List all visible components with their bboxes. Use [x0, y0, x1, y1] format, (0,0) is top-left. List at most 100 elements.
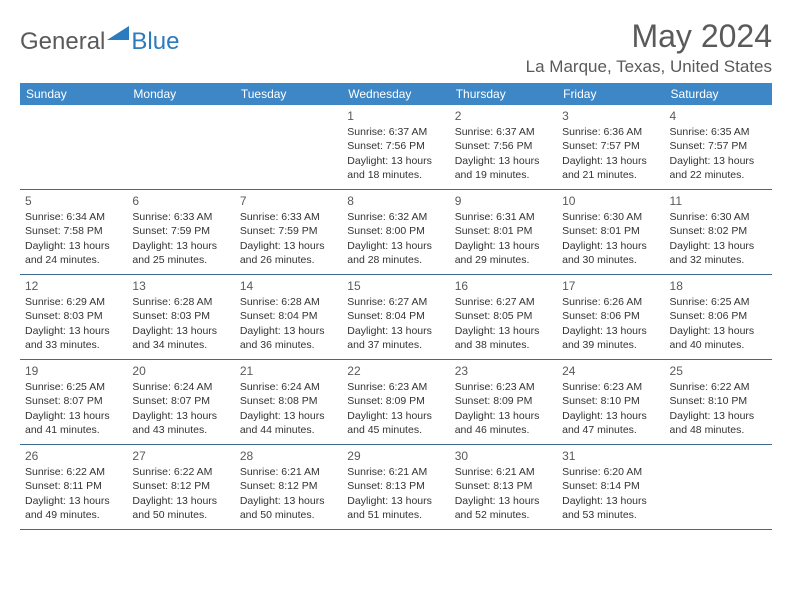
day-number: 26 [25, 448, 122, 464]
day-header: Tuesday [235, 83, 342, 105]
day-header: Wednesday [342, 83, 449, 105]
day-header: Thursday [450, 83, 557, 105]
sunset-line: Sunset: 8:06 PM [670, 309, 767, 323]
day-number: 31 [562, 448, 659, 464]
day-cell [127, 105, 234, 189]
logo: General Blue [20, 28, 179, 56]
daylight-line: Daylight: 13 hours and 26 minutes. [240, 239, 337, 267]
day-cell: 19Sunrise: 6:25 AMSunset: 8:07 PMDayligh… [20, 360, 127, 444]
sunrise-line: Sunrise: 6:33 AM [132, 210, 229, 224]
daylight-line: Daylight: 13 hours and 48 minutes. [670, 409, 767, 437]
day-cell: 12Sunrise: 6:29 AMSunset: 8:03 PMDayligh… [20, 275, 127, 359]
sunrise-line: Sunrise: 6:37 AM [455, 125, 552, 139]
location-text: La Marque, Texas, United States [526, 57, 772, 77]
day-number: 5 [25, 193, 122, 209]
sunrise-line: Sunrise: 6:30 AM [670, 210, 767, 224]
sunset-line: Sunset: 8:03 PM [132, 309, 229, 323]
week-row: 19Sunrise: 6:25 AMSunset: 8:07 PMDayligh… [20, 360, 772, 445]
sunset-line: Sunset: 8:13 PM [455, 479, 552, 493]
daylight-line: Daylight: 13 hours and 51 minutes. [347, 494, 444, 522]
sunrise-line: Sunrise: 6:23 AM [455, 380, 552, 394]
sunset-line: Sunset: 8:12 PM [132, 479, 229, 493]
sunset-line: Sunset: 8:11 PM [25, 479, 122, 493]
sunset-line: Sunset: 8:09 PM [455, 394, 552, 408]
sunset-line: Sunset: 8:05 PM [455, 309, 552, 323]
day-cell: 2Sunrise: 6:37 AMSunset: 7:56 PMDaylight… [450, 105, 557, 189]
day-number: 7 [240, 193, 337, 209]
calendar-page: General Blue May 2024 La Marque, Texas, … [0, 0, 792, 540]
sunrise-line: Sunrise: 6:31 AM [455, 210, 552, 224]
daylight-line: Daylight: 13 hours and 37 minutes. [347, 324, 444, 352]
sunrise-line: Sunrise: 6:28 AM [132, 295, 229, 309]
day-number: 24 [562, 363, 659, 379]
sunrise-line: Sunrise: 6:22 AM [132, 465, 229, 479]
day-number: 20 [132, 363, 229, 379]
daylight-line: Daylight: 13 hours and 39 minutes. [562, 324, 659, 352]
day-header: Friday [557, 83, 664, 105]
day-number: 6 [132, 193, 229, 209]
sunrise-line: Sunrise: 6:27 AM [455, 295, 552, 309]
daylight-line: Daylight: 13 hours and 18 minutes. [347, 154, 444, 182]
day-number: 8 [347, 193, 444, 209]
daylight-line: Daylight: 13 hours and 45 minutes. [347, 409, 444, 437]
day-cell: 16Sunrise: 6:27 AMSunset: 8:05 PMDayligh… [450, 275, 557, 359]
day-cell: 28Sunrise: 6:21 AMSunset: 8:12 PMDayligh… [235, 445, 342, 529]
sunset-line: Sunset: 8:06 PM [562, 309, 659, 323]
daylight-line: Daylight: 13 hours and 38 minutes. [455, 324, 552, 352]
daylight-line: Daylight: 13 hours and 44 minutes. [240, 409, 337, 437]
sunrise-line: Sunrise: 6:21 AM [347, 465, 444, 479]
title-block: May 2024 La Marque, Texas, United States [526, 18, 772, 77]
sunrise-line: Sunrise: 6:25 AM [25, 380, 122, 394]
calendar-table: SundayMondayTuesdayWednesdayThursdayFrid… [20, 83, 772, 530]
sunset-line: Sunset: 7:56 PM [455, 139, 552, 153]
day-cell: 17Sunrise: 6:26 AMSunset: 8:06 PMDayligh… [557, 275, 664, 359]
day-header: Saturday [665, 83, 772, 105]
weeks-container: 1Sunrise: 6:37 AMSunset: 7:56 PMDaylight… [20, 105, 772, 530]
day-number: 17 [562, 278, 659, 294]
day-number: 1 [347, 108, 444, 124]
day-number: 2 [455, 108, 552, 124]
day-cell: 27Sunrise: 6:22 AMSunset: 8:12 PMDayligh… [127, 445, 234, 529]
sunrise-line: Sunrise: 6:30 AM [562, 210, 659, 224]
sunrise-line: Sunrise: 6:23 AM [347, 380, 444, 394]
week-row: 5Sunrise: 6:34 AMSunset: 7:58 PM Daylight… [20, 190, 772, 275]
day-cell: 20Sunrise: 6:24 AMSunset: 8:07 PMDayligh… [127, 360, 234, 444]
day-cell: 31Sunrise: 6:20 AMSunset: 8:14 PMDayligh… [557, 445, 664, 529]
sunset-line: Sunset: 8:09 PM [347, 394, 444, 408]
sunrise-line: Sunrise: 6:28 AM [240, 295, 337, 309]
day-cell: 6Sunrise: 6:33 AMSunset: 7:59 PMDaylight… [127, 190, 234, 274]
sunrise-line: Sunrise: 6:33 AM [240, 210, 337, 224]
daylight-line: Daylight: 13 hours and 21 minutes. [562, 154, 659, 182]
daylight-line: Daylight: 13 hours and 29 minutes. [455, 239, 552, 267]
sunset-line: Sunset: 8:01 PM [562, 224, 659, 238]
daylight-line: Daylight: 13 hours and 30 minutes. [562, 239, 659, 267]
day-cell: 5Sunrise: 6:34 AMSunset: 7:58 PMDaylight… [20, 190, 127, 274]
day-header: Monday [127, 83, 234, 105]
daylight-line: Daylight: 13 hours and 53 minutes. [562, 494, 659, 522]
sunset-line: Sunset: 7:58 PM [25, 224, 122, 238]
sunset-line: Sunset: 8:08 PM [240, 394, 337, 408]
day-cell: 10Sunrise: 6:30 AMSunset: 8:01 PMDayligh… [557, 190, 664, 274]
day-number: 18 [670, 278, 767, 294]
sunrise-line: Sunrise: 6:37 AM [347, 125, 444, 139]
sunset-line: Sunset: 8:03 PM [25, 309, 122, 323]
daylight-line: Daylight: 13 hours and 43 minutes. [132, 409, 229, 437]
sunset-line: Sunset: 7:59 PM [240, 224, 337, 238]
daylight-line: Daylight: 13 hours and 40 minutes. [670, 324, 767, 352]
day-cell [235, 105, 342, 189]
daylight-line: Daylight: 13 hours and 50 minutes. [240, 494, 337, 522]
day-header-row: SundayMondayTuesdayWednesdayThursdayFrid… [20, 83, 772, 105]
day-number: 30 [455, 448, 552, 464]
sunrise-line: Sunrise: 6:29 AM [25, 295, 122, 309]
sunset-line: Sunset: 8:07 PM [132, 394, 229, 408]
day-cell: 9Sunrise: 6:31 AMSunset: 8:01 PMDaylight… [450, 190, 557, 274]
day-cell: 22Sunrise: 6:23 AMSunset: 8:09 PMDayligh… [342, 360, 449, 444]
sunrise-line: Sunrise: 6:34 AM [25, 210, 122, 224]
day-number: 23 [455, 363, 552, 379]
day-cell: 14Sunrise: 6:28 AMSunset: 8:04 PMDayligh… [235, 275, 342, 359]
day-number: 25 [670, 363, 767, 379]
daylight-line: Daylight: 13 hours and 28 minutes. [347, 239, 444, 267]
sunrise-line: Sunrise: 6:23 AM [562, 380, 659, 394]
sunrise-line: Sunrise: 6:20 AM [562, 465, 659, 479]
sunset-line: Sunset: 8:14 PM [562, 479, 659, 493]
